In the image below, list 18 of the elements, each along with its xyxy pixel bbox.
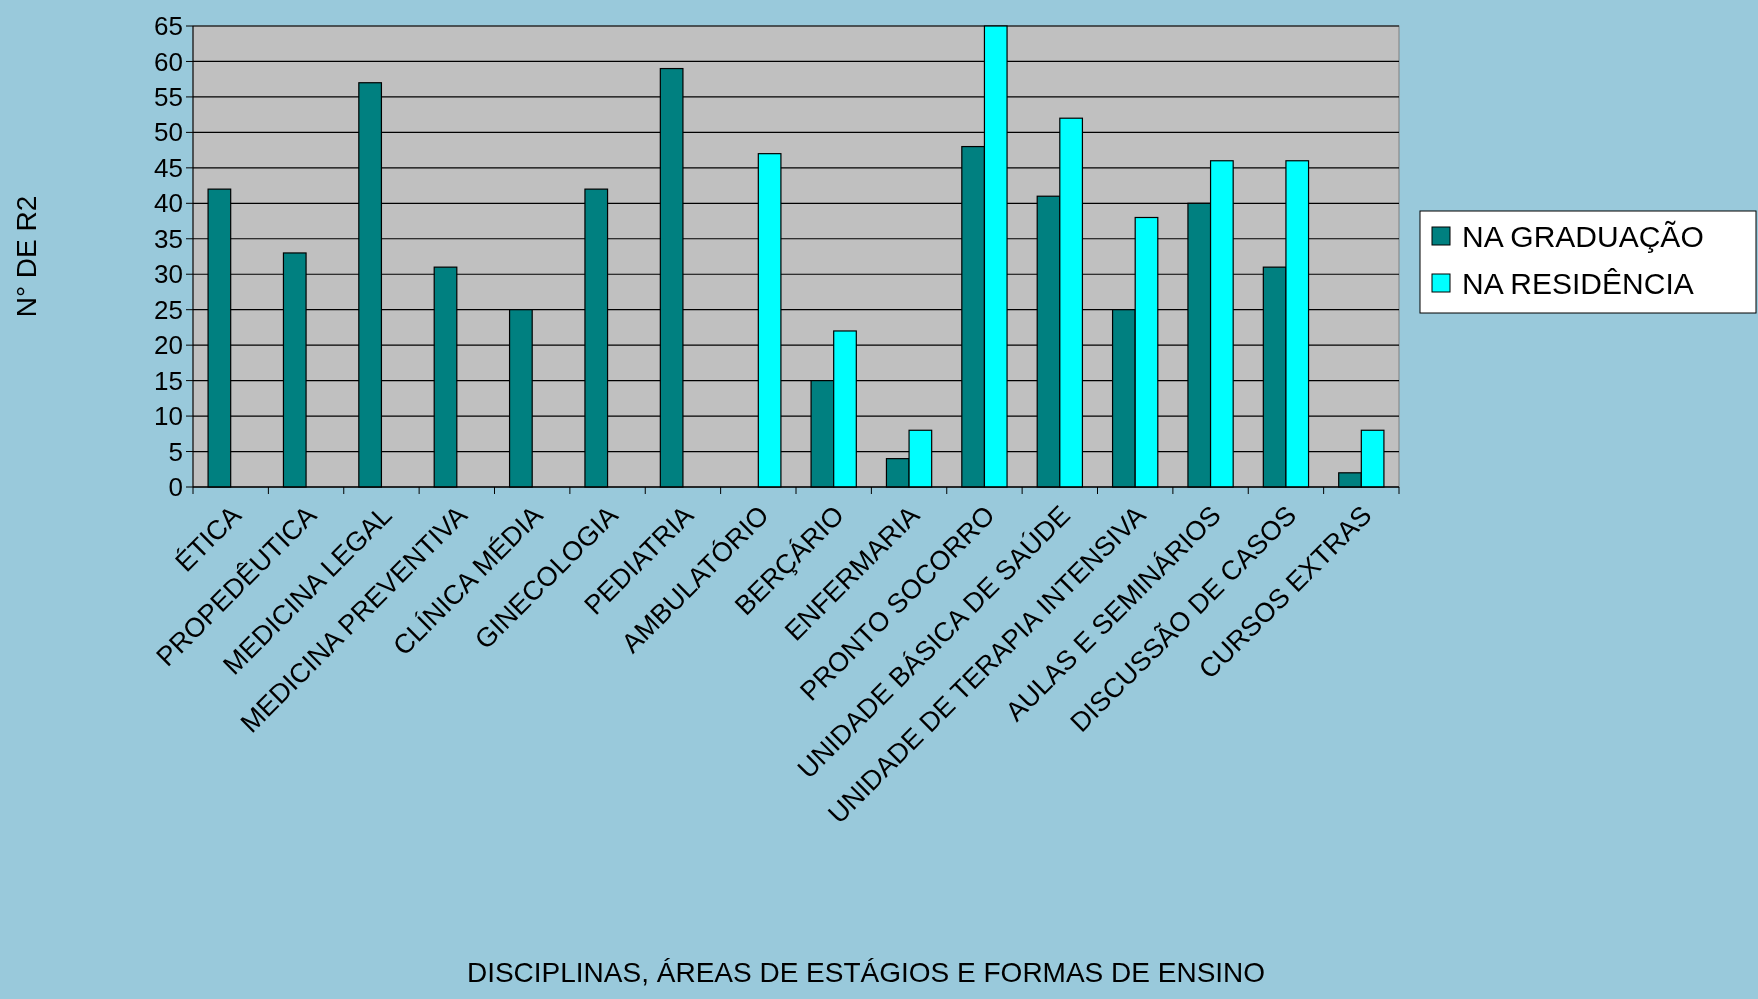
- y-tick-label: 45: [154, 152, 183, 183]
- y-tick-label: 55: [154, 82, 183, 113]
- y-tick-label: 10: [154, 401, 183, 432]
- y-tick-label: 35: [154, 223, 183, 254]
- y-tick-label: 25: [154, 294, 183, 325]
- y-tick-label: 15: [154, 365, 183, 396]
- y-tick-label: 5: [168, 436, 183, 467]
- y-tick-label: 40: [154, 188, 183, 219]
- x-axis-title: DISCIPLINAS, ÁREAS DE ESTÁGIOS E FORMAS DE ENSINO: [466, 957, 1266, 988]
- y-tick-label: 50: [154, 117, 183, 148]
- legend-label: NA RESIDÊNCIA: [1462, 266, 1694, 300]
- legend-label: NA GRADUAÇÃO: [1462, 219, 1704, 253]
- y-tick-label: 60: [154, 46, 183, 77]
- y-tick-label: 65: [154, 11, 183, 42]
- y-axis-title: N° DE R2: [11, 195, 42, 318]
- y-tick-label: 30: [154, 259, 183, 290]
- y-tick-label: 0: [168, 472, 183, 503]
- y-tick-label: 20: [154, 330, 183, 361]
